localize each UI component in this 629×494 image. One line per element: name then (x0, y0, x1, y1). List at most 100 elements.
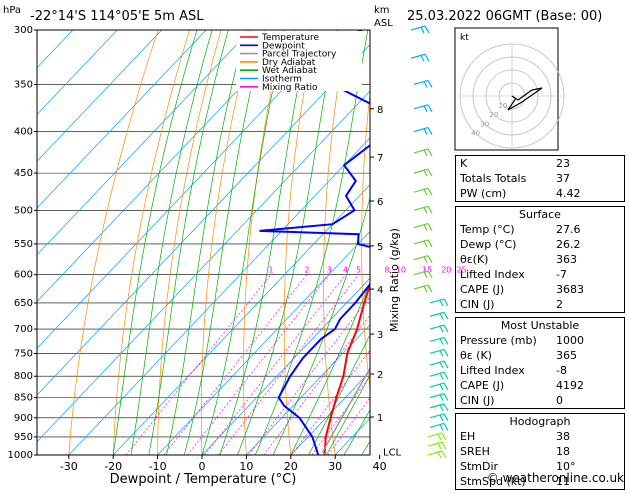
wet-adiabat (112, 30, 198, 455)
wind-barb (410, 25, 430, 34)
stat-row: CIN (J) 0 (456, 393, 624, 408)
isotherm (37, 30, 118, 116)
stat-row: CIN (J) 2 (456, 297, 624, 312)
isotherm (246, 324, 370, 455)
wind-barb (410, 53, 430, 62)
wind-barb (413, 222, 433, 231)
stat-row: θε(K) 363 (456, 252, 624, 267)
stat-row: SREH 18 (456, 444, 624, 459)
wind-barb (413, 239, 433, 248)
km-tick-label: 4 (377, 285, 383, 296)
legend-entry: Dry Adiabat (262, 58, 316, 68)
km-tick-label: 1 (377, 413, 383, 424)
wind-barb (429, 360, 449, 369)
stat-row: Lifted Index -7 (456, 267, 624, 282)
mixing-ratio-axis-label: Mixing Ratio (g/kg) (388, 228, 401, 332)
mixing-ratio-label: 10 (396, 266, 406, 275)
isotherm (37, 30, 162, 162)
stat-row: EH 38 (456, 429, 624, 444)
stat-row: Lifted Index -8 (456, 363, 624, 378)
pressure-tick-label: 800 (14, 371, 33, 382)
stat-label: CIN (J) (460, 394, 495, 407)
mixing-ratio-label: 4 (343, 266, 348, 275)
hpa-label: hPa (3, 5, 21, 16)
mixing-ratio-line (163, 274, 308, 455)
hodograph-unit-label: kt (460, 33, 469, 43)
wind-barb (413, 270, 433, 278)
pressure-tick-label: 550 (14, 239, 33, 250)
wet-adiabat (308, 333, 370, 455)
stat-label: StmDir (460, 460, 499, 473)
dry-adiabat (243, 30, 285, 455)
dry-adiabat (361, 90, 370, 393)
pressure-tick-label: 650 (14, 298, 33, 309)
stat-row: StmSpd (kt) 11 (456, 474, 624, 489)
dry-adiabat (283, 30, 316, 455)
stat-label: SREH (460, 445, 490, 458)
mixing-ratio-line (125, 274, 272, 455)
mixing-ratio-label: 25 (456, 266, 466, 275)
pressure-tick-label: 750 (14, 348, 33, 359)
wind-barb (429, 382, 449, 391)
km-tick-label: 3 (377, 330, 383, 341)
legend-entry: Isotherm (262, 75, 302, 85)
x-tick-label: -20 (104, 460, 122, 473)
series-parcel-trajectory (322, 367, 370, 455)
dry-adiabat (68, 30, 159, 455)
dry-adiabat (112, 30, 190, 455)
stat-value: 1000 (556, 334, 584, 347)
stat-label: Dewp (°C) (460, 238, 517, 251)
stat-value: 3683 (556, 283, 584, 296)
isotherm (68, 137, 370, 455)
km-tick-label: 8 (377, 105, 383, 116)
mixing-ratio-line (187, 274, 330, 455)
stat-value: 363 (556, 253, 577, 266)
indices-table: K 23 Totals Totals 37 PW (cm) 4.42 (455, 155, 625, 202)
wind-barb (429, 298, 449, 307)
wind-barb (413, 148, 433, 157)
wet-adiabat (166, 30, 247, 455)
wind-barb (429, 336, 449, 345)
pressure-tick-label: 700 (14, 324, 33, 335)
wet-adiabat (130, 30, 213, 455)
mixing-ratio-line (204, 274, 346, 455)
stat-row: StmDir 10° (456, 459, 624, 474)
wind-barb (427, 450, 447, 459)
stat-label: EH (460, 430, 476, 443)
wind-barb (427, 441, 447, 450)
wind-barb (413, 255, 433, 263)
pressure-tick-label: 950 (14, 432, 33, 443)
wind-barb (429, 311, 449, 320)
wet-adiabat (148, 30, 229, 455)
x-tick-label: -30 (60, 460, 78, 473)
hodograph-title: Hodograph (509, 415, 571, 428)
x-tick-label: 20 (284, 460, 298, 473)
dry-adiabat (200, 30, 253, 455)
unstable-title: Most Unstable (500, 319, 580, 332)
stat-label: Temp (°C) (460, 223, 515, 236)
row-k: K 23 (460, 157, 570, 170)
stat-row: Pressure (mb) 1000 (456, 333, 624, 348)
x-tick-label: 0 (199, 460, 206, 473)
wet-adiabat (254, 30, 369, 455)
hodograph-ring-label: 10 (498, 102, 507, 110)
surface-table: Surface Temp (°C) 27.6 Dewp (°C) 26.2 θε(K) 3… (455, 206, 625, 313)
hodograph-ring-label: 20 (489, 111, 498, 119)
isotherm (37, 30, 251, 256)
mixing-ratio-label: 8 (384, 266, 389, 275)
stat-label: CIN (J) (460, 298, 495, 311)
stat-value: 26.2 (556, 238, 581, 251)
footer-credit: © weatheronline.co.uk (487, 471, 624, 485)
row-pw: PW (cm) 4.42 (460, 187, 581, 200)
wind-barb (429, 403, 449, 412)
wind-barb (413, 205, 433, 214)
wind-barb (413, 187, 433, 196)
wind-barb (429, 348, 449, 357)
mixing-ratio-label: 5 (356, 266, 361, 275)
hodograph-ring-label: 40 (471, 129, 480, 137)
dry-adiabat (157, 30, 222, 455)
pressure-tick-label: 900 (14, 413, 33, 424)
